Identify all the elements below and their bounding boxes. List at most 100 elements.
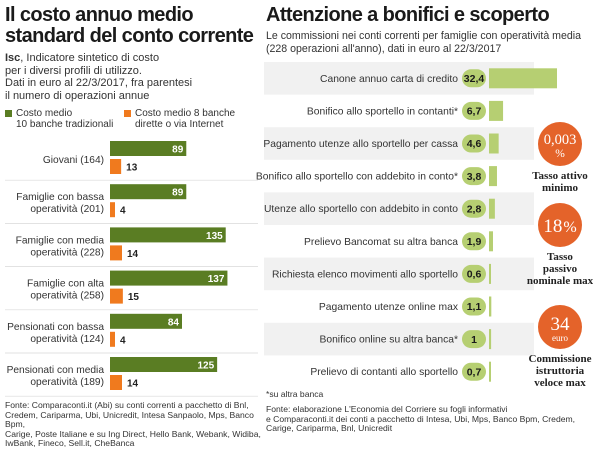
value-label-traditional: 84	[168, 317, 180, 328]
fee-label: Prelievo di contanti allo sportello	[310, 367, 458, 378]
fee-value-pill	[462, 362, 486, 381]
right-footnote: *su altra banca	[266, 389, 324, 399]
value-label-traditional: 135	[206, 231, 223, 242]
svg-text:18%: 18%	[543, 216, 576, 237]
left-bar-chart: Giovani (164) 89 13 Famiglie con bassa opera…	[5, 141, 258, 397]
legend-item-green: Costo medio 10 banche tradizionali	[5, 108, 125, 132]
stat-circle: 18%	[538, 203, 582, 247]
right-bar-chart: Canone annuo carta di credito 32,4 Bonific…	[256, 62, 557, 382]
bar-online	[110, 159, 122, 174]
value-label-traditional: 89	[172, 145, 184, 156]
right-desc-line2: (228 operazioni all'anno), dati in euro …	[266, 42, 502, 55]
stat-caption: Tasso passivo nominale max	[526, 251, 593, 287]
fee-label: Canone annuo carta di credito	[320, 74, 458, 85]
stat-circle: 34 euro	[538, 305, 582, 349]
fee-value-pill	[462, 264, 486, 283]
left-title-line2: standard del conto corrente	[5, 25, 254, 47]
bar-online	[110, 375, 122, 390]
bar-traditional	[110, 184, 187, 200]
fee-bar	[489, 133, 499, 154]
value-label-online: 15	[128, 292, 140, 303]
value-label-online: 4	[120, 206, 126, 217]
fee-bar	[489, 263, 491, 284]
value-label-online: 4	[120, 335, 126, 346]
fee-value-pill	[462, 330, 486, 349]
fee-bar	[489, 68, 557, 89]
left-title-line1: Il costo annuo medio	[5, 4, 194, 26]
category-label: operatività (258)	[30, 291, 104, 302]
fee-label: Bonifico allo sportello con addebito in …	[256, 172, 458, 183]
fee-value-label: 1,1	[467, 301, 482, 313]
legend-swatch-orange	[124, 110, 131, 117]
value-label-online: 14	[127, 249, 139, 260]
left-desc-line4: il numero di operazioni annue	[5, 89, 150, 102]
category-label: operatività (189)	[30, 377, 104, 388]
category-label: Famiglie con bassa	[16, 192, 104, 203]
fee-value-label: 32,4	[464, 73, 485, 85]
fee-value-label: 1	[471, 334, 477, 346]
fee-value-pill	[462, 297, 486, 316]
value-label-traditional: 125	[197, 361, 214, 372]
stat-caption: Tasso attivo minimo	[532, 170, 588, 194]
value-label-online: 13	[126, 163, 138, 174]
fee-bar	[489, 166, 497, 187]
fee-bar	[489, 329, 492, 350]
category-label: Giovani (164)	[43, 155, 104, 166]
fee-bar	[489, 100, 504, 121]
svg-text:%: %	[555, 148, 565, 160]
right-panel: Attenzione a bonifici e scoperto Le comm…	[256, 0, 593, 443]
fee-value-pill	[462, 69, 486, 88]
category-label: Pensionati con media	[7, 365, 105, 376]
fee-label: Pagamento utenze allo sportello per cass…	[263, 139, 458, 150]
bar-online	[110, 245, 122, 261]
right-desc-line1: Le commissioni nei conti correnti per fa…	[266, 30, 582, 42]
fee-value-pill	[462, 134, 486, 153]
legend-label-orange: Costo medio 8 banche dirette o via Intern…	[135, 108, 236, 130]
left-panel: Il costo annuo medio standard del conto …	[0, 0, 261, 448]
right-title: Attenzione a bonifici e scoperto	[266, 4, 550, 26]
right-description: Le commissioni nei conti correnti per fa…	[266, 30, 593, 55]
left-desc-line3: Dati in euro al 22/3/2017, fra parentesi	[5, 77, 193, 89]
fee-bar	[489, 198, 495, 219]
fee-value-label: 3,8	[467, 171, 482, 183]
fee-label: Bonifico allo sportello in contanti*	[307, 106, 458, 117]
fee-value-pill	[462, 199, 486, 218]
fee-label: Bonifico online su altra banca*	[319, 335, 458, 346]
fee-label: Pagamento utenze online max	[319, 302, 459, 313]
left-description: Isc, Indicatore sintetico di costo per i…	[5, 52, 260, 102]
fee-value-pill	[462, 101, 486, 120]
fee-label: Prelievo Bancomat su altra banca	[304, 237, 458, 248]
category-label: operatività (228)	[30, 247, 104, 258]
category-label: operatività (124)	[30, 334, 104, 345]
bar-traditional	[110, 227, 226, 243]
value-label-traditional: 89	[172, 188, 184, 199]
bar-online	[110, 202, 115, 218]
svg-text:euro: euro	[552, 333, 568, 343]
left-source: Fonte: Comparaconti.it (Abi) su conti co…	[5, 400, 261, 449]
left-desc-line1: , Indicatore sintetico di costo	[20, 52, 160, 64]
fee-value-label: 0,7	[467, 366, 482, 378]
svg-text:34: 34	[551, 314, 571, 335]
bar-traditional	[110, 141, 187, 156]
fee-value-label: 4,6	[467, 138, 482, 150]
value-label-online: 14	[127, 379, 139, 390]
stat-commissione-istruttoria: 34 euro Commissione istruttoria veloce m…	[526, 305, 593, 389]
fee-value-label: 2,8	[467, 203, 482, 215]
fee-value-pill	[462, 232, 486, 251]
stat-tasso-passivo: 18% Tasso passivo nominale max	[526, 203, 593, 287]
fee-value-pill	[462, 167, 486, 186]
fee-value-label: 0,6	[467, 269, 482, 281]
legend-item-orange: Costo medio 8 banche dirette o via Intern…	[124, 108, 259, 132]
category-label: Famiglie con media	[16, 235, 105, 246]
value-label-traditional: 137	[208, 274, 225, 285]
fee-label: Richiesta elenco movimenti allo sportell…	[272, 269, 458, 280]
svg-text:0,003: 0,003	[544, 132, 577, 148]
bar-traditional	[110, 313, 182, 329]
bar-online	[110, 288, 123, 304]
fee-bar	[489, 296, 492, 317]
fee-bar	[489, 361, 491, 382]
bar-online	[110, 331, 115, 347]
legend-swatch-green	[5, 110, 12, 117]
legend-label-green: Costo medio 10 banche tradizionali	[16, 108, 114, 130]
bar-traditional	[110, 357, 218, 372]
